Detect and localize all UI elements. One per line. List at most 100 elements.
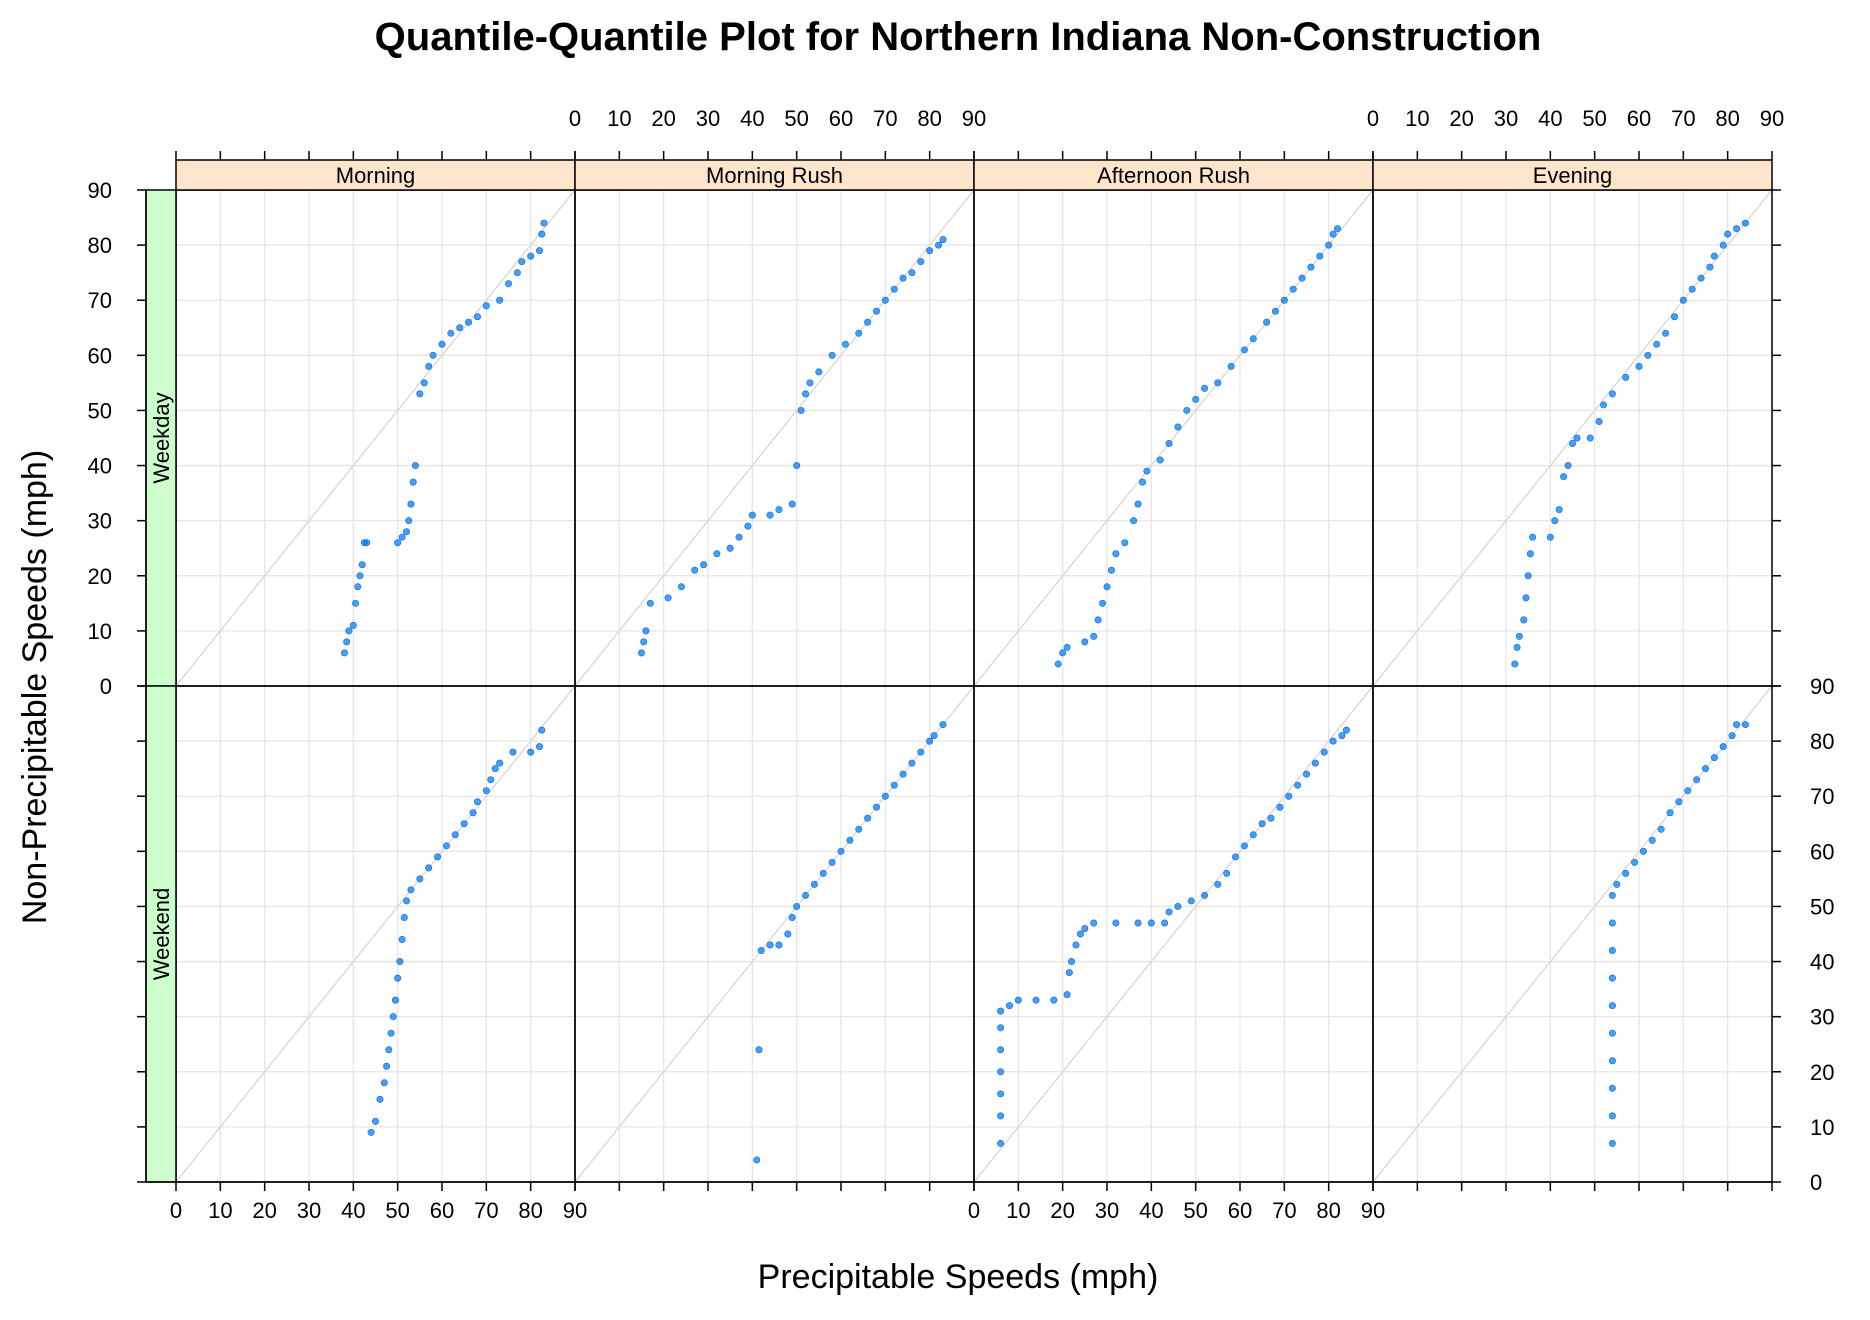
- data-point: [819, 869, 827, 877]
- data-point: [637, 649, 645, 657]
- x-tick-label: 40: [1139, 1198, 1163, 1223]
- data-point: [1515, 632, 1523, 640]
- data-point: [1546, 533, 1554, 541]
- data-point: [1240, 346, 1248, 354]
- data-point: [1608, 1084, 1616, 1092]
- data-point: [1710, 754, 1718, 762]
- data-point: [482, 302, 490, 310]
- data-point: [1063, 991, 1071, 999]
- x-tick-label-top: 30: [1494, 106, 1518, 131]
- data-point: [997, 1046, 1005, 1054]
- data-point: [997, 1090, 1005, 1098]
- data-point: [411, 462, 419, 470]
- x-tick-label-top: 60: [1627, 106, 1651, 131]
- x-tick-label: 80: [1316, 1198, 1340, 1223]
- data-point: [997, 1139, 1005, 1147]
- data-point: [403, 897, 411, 905]
- data-point: [802, 390, 810, 398]
- data-point: [890, 285, 898, 293]
- y-tick-label: 20: [88, 564, 112, 589]
- data-point: [434, 853, 442, 861]
- data-point: [1595, 417, 1603, 425]
- data-point: [380, 1079, 388, 1087]
- data-point: [1121, 539, 1129, 547]
- data-point: [1147, 919, 1155, 927]
- data-point: [1693, 776, 1701, 784]
- data-point: [890, 781, 898, 789]
- data-point: [1560, 473, 1568, 481]
- x-tick-label-top: 70: [873, 106, 897, 131]
- data-point: [536, 247, 544, 255]
- data-point: [1081, 924, 1089, 932]
- panel-0-0: [175, 189, 576, 687]
- series-weekday-afternoon-rush: [1054, 225, 1342, 668]
- data-point: [385, 1046, 393, 1054]
- x-tick-label: 70: [474, 1198, 498, 1223]
- data-point: [1054, 660, 1062, 668]
- data-point: [1733, 225, 1741, 233]
- panel-1-0: [175, 685, 576, 1183]
- x-tick-label: 10: [208, 1198, 232, 1223]
- data-point: [1329, 737, 1337, 745]
- y-tick-label-right: 90: [1810, 674, 1834, 699]
- data-point: [1081, 638, 1089, 646]
- x-tick-label: 30: [297, 1198, 321, 1223]
- data-point: [1240, 842, 1248, 850]
- data-point: [1529, 533, 1537, 541]
- data-point: [1014, 996, 1022, 1004]
- x-tick-label-top: 50: [1582, 106, 1606, 131]
- x-tick-label-top: 60: [829, 106, 853, 131]
- x-tick-label-top: 70: [1671, 106, 1695, 131]
- y-tick-label-right: 60: [1810, 839, 1834, 864]
- strip-column-bg: [973, 159, 1374, 191]
- y-tick-label-right: 30: [1810, 1005, 1834, 1030]
- data-point: [383, 1062, 391, 1070]
- series-weekend-morning-rush: [753, 721, 947, 1164]
- data-point: [1065, 969, 1073, 977]
- data-point: [1662, 329, 1670, 337]
- data-point: [391, 996, 399, 1004]
- y-tick-label: 50: [88, 398, 112, 423]
- data-point: [1573, 434, 1581, 442]
- data-point: [363, 539, 371, 547]
- data-point: [828, 351, 836, 359]
- data-point: [1719, 241, 1727, 249]
- reference-line: [574, 189, 975, 687]
- data-point: [939, 236, 947, 244]
- data-point: [438, 340, 446, 348]
- data-point: [846, 836, 854, 844]
- data-point: [766, 511, 774, 519]
- data-point: [1622, 869, 1630, 877]
- data-point: [899, 274, 907, 282]
- data-point: [358, 561, 366, 569]
- data-point: [1298, 274, 1306, 282]
- data-point: [1564, 462, 1572, 470]
- data-point: [735, 533, 743, 541]
- data-point: [352, 599, 360, 607]
- strip-column-bg: [175, 159, 576, 191]
- data-point: [881, 296, 889, 304]
- data-point: [1608, 891, 1616, 899]
- data-point: [1325, 241, 1333, 249]
- y-tick-label: 0: [100, 674, 112, 699]
- data-point: [1613, 880, 1621, 888]
- y-tick-label: 40: [88, 454, 112, 479]
- data-point: [930, 732, 938, 740]
- data-point: [1334, 225, 1342, 233]
- series-weekend-morning: [367, 726, 546, 1136]
- y-tick-label: 30: [88, 509, 112, 534]
- data-point: [926, 247, 934, 255]
- data-point: [1112, 919, 1120, 927]
- x-tick-label-top: 20: [651, 106, 675, 131]
- series-weekend-afternoon-rush: [997, 726, 1350, 1147]
- reference-line: [1372, 189, 1773, 687]
- data-point: [1741, 721, 1749, 729]
- reference-line: [175, 189, 576, 687]
- data-point: [349, 621, 357, 629]
- x-tick-label-top: 20: [1449, 106, 1473, 131]
- data-point: [1258, 820, 1266, 828]
- data-point: [1059, 649, 1067, 657]
- data-point: [1635, 362, 1643, 370]
- data-point: [447, 329, 455, 337]
- data-point: [416, 390, 424, 398]
